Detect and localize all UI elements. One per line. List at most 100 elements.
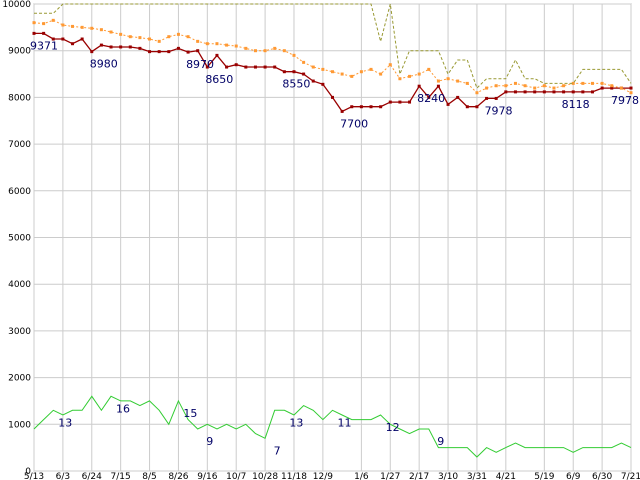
data-point-upper-band bbox=[427, 67, 431, 71]
data-label: 8970 bbox=[186, 58, 214, 71]
data-point-price bbox=[494, 96, 498, 100]
data-point-upper-band bbox=[542, 84, 546, 88]
data-point-price bbox=[610, 86, 614, 90]
data-point-price bbox=[109, 45, 113, 49]
data-point-upper-band bbox=[196, 39, 200, 43]
data-point-price bbox=[148, 50, 152, 54]
y-tick-label: 0 bbox=[25, 467, 31, 477]
data-point-upper-band bbox=[475, 91, 479, 95]
data-point-price bbox=[128, 45, 132, 49]
data-label: 7 bbox=[274, 444, 281, 457]
data-point-upper-band bbox=[369, 67, 373, 71]
data-point-upper-band bbox=[99, 28, 103, 32]
data-point-price bbox=[321, 82, 325, 86]
data-point-price bbox=[485, 96, 489, 100]
data-label: 8980 bbox=[90, 58, 118, 71]
data-point-price bbox=[244, 65, 248, 69]
y-tick-label: 9000 bbox=[8, 47, 31, 57]
series-upper-band bbox=[32, 18, 633, 95]
data-label: 8240 bbox=[417, 92, 445, 105]
x-tick-label: 8/5 bbox=[142, 472, 156, 480]
data-point-price bbox=[138, 46, 142, 50]
x-tick-label: 8/26 bbox=[168, 472, 188, 480]
data-point-price bbox=[600, 86, 604, 90]
y-tick-label: 5000 bbox=[8, 234, 31, 244]
y-tick-label: 6000 bbox=[8, 187, 31, 197]
data-point-upper-band bbox=[51, 18, 55, 22]
data-point-upper-band bbox=[263, 49, 267, 53]
data-point-price bbox=[340, 109, 344, 113]
data-point-upper-band bbox=[157, 39, 161, 43]
data-point-upper-band bbox=[167, 35, 171, 39]
data-point-price bbox=[167, 50, 171, 54]
x-tick-label: 6/30 bbox=[592, 472, 612, 480]
data-label: 8550 bbox=[282, 78, 310, 91]
data-label: 8650 bbox=[205, 73, 233, 86]
y-tick-label: 4000 bbox=[8, 280, 31, 290]
data-point-upper-band bbox=[456, 79, 460, 83]
data-point-price bbox=[99, 43, 103, 47]
x-tick-label: 7/21 bbox=[621, 472, 640, 480]
data-point-price bbox=[71, 42, 75, 46]
data-point-upper-band bbox=[80, 25, 84, 29]
x-tick-label: 2/17 bbox=[409, 472, 429, 480]
data-point-upper-band bbox=[523, 84, 527, 88]
data-point-price bbox=[350, 105, 354, 109]
y-tick-label: 3000 bbox=[8, 327, 31, 337]
data-point-upper-band bbox=[552, 86, 556, 90]
series-high-band bbox=[34, 3, 632, 90]
data-point-price bbox=[90, 50, 94, 54]
data-point-upper-band bbox=[417, 72, 421, 76]
data-point-price bbox=[398, 100, 402, 104]
data-point-upper-band bbox=[619, 86, 623, 90]
data-point-upper-band bbox=[504, 84, 508, 88]
data-point-price bbox=[446, 102, 450, 106]
data-point-price bbox=[590, 90, 594, 94]
data-point-price bbox=[523, 90, 527, 94]
data-label: 7978 bbox=[611, 94, 639, 107]
y-tick-label: 2000 bbox=[8, 374, 31, 384]
y-tick-label: 7000 bbox=[8, 140, 31, 150]
x-tick-label: 1/27 bbox=[380, 472, 400, 480]
data-point-upper-band bbox=[302, 60, 306, 64]
x-tick-label: 5/19 bbox=[534, 472, 554, 480]
data-point-price bbox=[456, 95, 460, 99]
data-point-upper-band bbox=[225, 43, 229, 47]
data-point-price bbox=[369, 105, 373, 109]
series-line-volume bbox=[33, 395, 632, 458]
data-point-upper-band bbox=[590, 81, 594, 85]
data-point-price bbox=[273, 65, 277, 69]
data-point-upper-band bbox=[485, 86, 489, 90]
data-point-upper-band bbox=[629, 91, 633, 95]
data-label: 7700 bbox=[340, 117, 368, 130]
data-point-price bbox=[302, 72, 306, 76]
data-point-upper-band bbox=[465, 81, 469, 85]
data-point-price bbox=[379, 105, 383, 109]
series-volume bbox=[33, 395, 632, 458]
x-tick-label: 3/31 bbox=[467, 472, 487, 480]
data-point-price bbox=[311, 79, 315, 83]
x-tick-label: 6/24 bbox=[82, 472, 102, 480]
data-point-upper-band bbox=[600, 81, 604, 85]
data-point-upper-band bbox=[494, 84, 498, 88]
x-tick-label: 1/6 bbox=[354, 472, 369, 480]
data-label: 11 bbox=[338, 416, 352, 429]
data-point-price bbox=[427, 95, 431, 99]
data-label: 13 bbox=[289, 416, 303, 429]
data-point-price bbox=[408, 100, 412, 104]
x-tick-label: 6/9 bbox=[566, 472, 581, 480]
data-point-upper-band bbox=[273, 46, 277, 50]
data-point-price bbox=[32, 31, 36, 35]
data-point-price bbox=[533, 90, 537, 94]
data-point-upper-band bbox=[186, 35, 190, 39]
data-point-price bbox=[42, 31, 46, 35]
data-point-upper-band bbox=[119, 32, 123, 36]
x-tick-label: 9/16 bbox=[197, 472, 217, 480]
data-point-upper-band bbox=[610, 84, 614, 88]
data-point-upper-band bbox=[292, 53, 296, 57]
x-tick-label: 5/13 bbox=[24, 472, 44, 480]
data-point-upper-band bbox=[350, 74, 354, 78]
data-point-upper-band bbox=[311, 65, 315, 69]
data-point-price bbox=[196, 49, 200, 53]
